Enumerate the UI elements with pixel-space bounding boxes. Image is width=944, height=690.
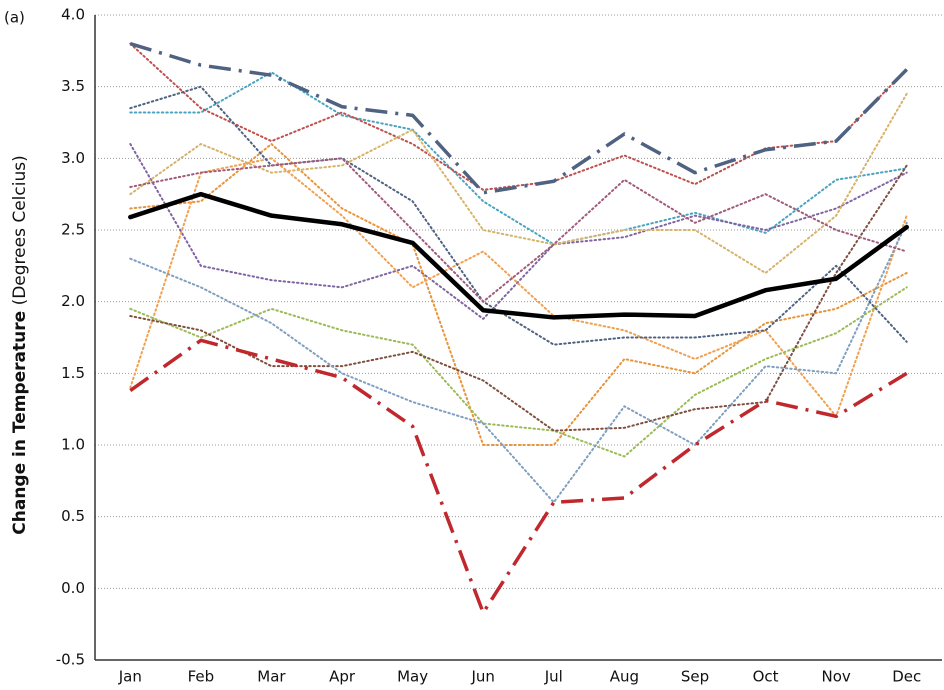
series-line xyxy=(129,338,908,615)
y-tick-label: 0.0 xyxy=(61,579,85,597)
series-line xyxy=(129,143,908,320)
y-axis-label-unit: (Degrees Celcius) xyxy=(10,155,30,305)
x-tick-label: Feb xyxy=(188,668,215,686)
y-tick-label: 2.5 xyxy=(61,221,85,239)
x-tick-label: Dec xyxy=(892,668,921,686)
series-line xyxy=(129,92,908,274)
x-tick-label: Aug xyxy=(610,668,639,686)
x-tick-label: Nov xyxy=(821,668,850,686)
series-line xyxy=(129,42,908,191)
x-tick-label: Jan xyxy=(118,668,142,686)
series-line xyxy=(129,221,908,504)
y-tick-label: 3.0 xyxy=(61,149,85,167)
y-axis-label: Change in Temperature (Degrees Celcius) xyxy=(10,155,30,534)
y-tick-label: 1.5 xyxy=(61,364,85,382)
y-tick-label: 2.0 xyxy=(61,292,85,310)
series-line xyxy=(129,164,908,432)
x-tick-label: Jun xyxy=(470,668,494,686)
y-tick-label: 4.0 xyxy=(61,6,85,24)
y-tick-label: -0.5 xyxy=(56,651,85,669)
x-tick-label: Mar xyxy=(257,668,286,686)
x-tick-label: Jul xyxy=(544,668,563,686)
series-line xyxy=(129,157,908,418)
series-line xyxy=(129,41,908,195)
panel-label: (a) xyxy=(4,9,25,27)
y-tick-label: 1.0 xyxy=(61,436,85,454)
series-line xyxy=(128,191,909,320)
series-line xyxy=(129,71,908,246)
series-line xyxy=(129,143,908,446)
y-tick-label: 0.5 xyxy=(61,507,85,525)
x-tick-label: Sep xyxy=(681,668,709,686)
y-axis-label-main: Change in Temperature xyxy=(10,311,30,535)
series-line xyxy=(129,286,908,458)
x-tick-label: May xyxy=(397,668,428,686)
series-line xyxy=(129,157,908,303)
x-tick-label: Apr xyxy=(329,668,356,686)
series-line xyxy=(129,85,908,346)
y-tick-label: 3.5 xyxy=(61,77,85,95)
x-tick-label: Oct xyxy=(753,668,779,686)
